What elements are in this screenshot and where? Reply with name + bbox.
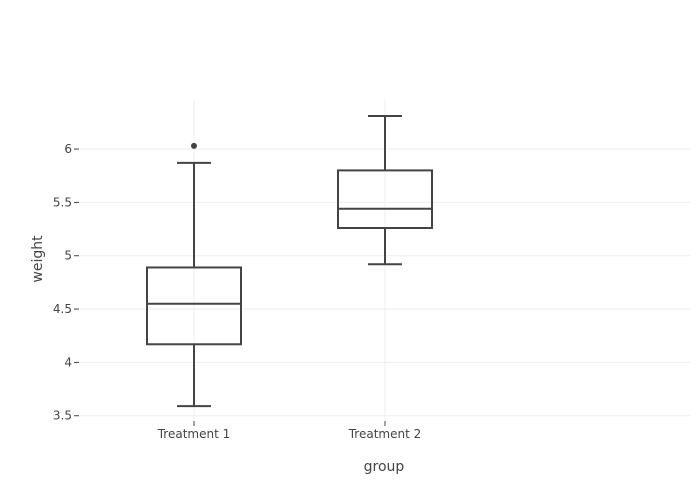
box-2 bbox=[337, 115, 433, 266]
y-tick-label: 4 bbox=[64, 355, 72, 369]
x-tick-label: Treatment 1 bbox=[157, 427, 231, 441]
y-axis-ticks: 3.5 4 4.5 5 5.5 6 bbox=[53, 142, 79, 423]
y-tick-label: 5 bbox=[64, 249, 72, 263]
y-tick-label: 6 bbox=[64, 142, 72, 156]
box-layer bbox=[146, 115, 433, 408]
y-tick-label: 4.5 bbox=[53, 302, 72, 316]
interquartile-box bbox=[337, 169, 433, 229]
box-1 bbox=[146, 142, 242, 408]
x-tick-label: Treatment 2 bbox=[348, 427, 422, 441]
y-tick-label: 3.5 bbox=[53, 409, 72, 423]
y-tick-label: 5.5 bbox=[53, 195, 72, 209]
x-axis-ticks: Treatment 1 Treatment 2 bbox=[157, 421, 422, 441]
outlier-point bbox=[191, 142, 197, 149]
y-axis-title: weight bbox=[30, 235, 46, 283]
interquartile-box bbox=[146, 266, 242, 346]
x-axis-title: group bbox=[364, 459, 405, 475]
